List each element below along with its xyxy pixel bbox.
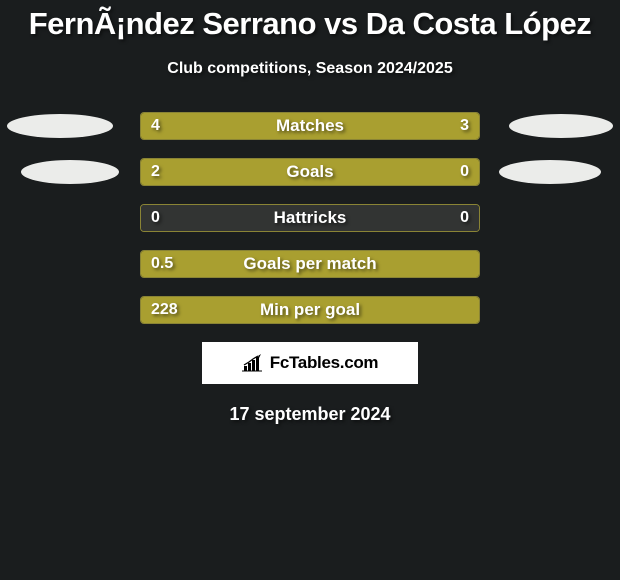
bar-chart-icon <box>242 354 264 372</box>
bar-right-fill <box>334 113 479 139</box>
value-right: 0 <box>460 163 469 181</box>
page-title: FernÃ¡ndez Serrano vs Da Costa López <box>0 0 620 42</box>
metric-bar: 0 Hattricks 0 <box>140 204 480 232</box>
player-right-marker <box>509 114 613 138</box>
metric-label: Hattricks <box>274 208 347 228</box>
subtitle: Club competitions, Season 2024/2025 <box>0 60 620 78</box>
metric-bar: 0.5 Goals per match <box>140 250 480 278</box>
player-right-marker <box>499 160 601 184</box>
metric-label: Min per goal <box>260 300 360 320</box>
metric-bar: 228 Min per goal <box>140 296 480 324</box>
site-logo[interactable]: FcTables.com <box>202 342 418 384</box>
logo-text: FcTables.com <box>270 353 379 373</box>
date-label: 17 september 2024 <box>0 404 620 425</box>
metric-label: Goals per match <box>243 254 376 274</box>
value-left: 228 <box>151 301 178 319</box>
comparison-rows: 4 Matches 3 2 Goals 0 0 Hattricks 0 0.5 Goals per … <box>0 112 620 324</box>
player-left-marker <box>21 160 119 184</box>
metric-row: 0 Hattricks 0 <box>0 204 620 232</box>
value-right: 3 <box>460 117 469 135</box>
metric-row: 4 Matches 3 <box>0 112 620 140</box>
value-left: 4 <box>151 117 160 135</box>
metric-row: 2 Goals 0 <box>0 158 620 186</box>
player-left-marker <box>7 114 113 138</box>
value-left: 0 <box>151 209 160 227</box>
value-left: 0.5 <box>151 255 173 273</box>
metric-bar: 4 Matches 3 <box>140 112 480 140</box>
metric-label: Goals <box>286 162 333 182</box>
value-right: 0 <box>460 209 469 227</box>
metric-row: 0.5 Goals per match <box>0 250 620 278</box>
metric-label: Matches <box>276 116 344 136</box>
value-left: 2 <box>151 163 160 181</box>
bar-left-fill <box>141 159 401 185</box>
metric-bar: 2 Goals 0 <box>140 158 480 186</box>
metric-row: 228 Min per goal <box>0 296 620 324</box>
